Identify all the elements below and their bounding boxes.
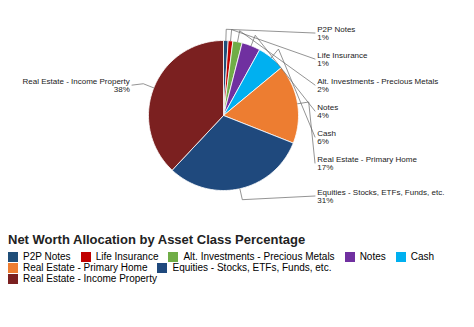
svg-text:Equities - Stocks, ETFs, Funds: Equities - Stocks, ETFs, Funds, etc.31% bbox=[317, 188, 444, 205]
html-text:Net Worth Allocation by Asset: Net Worth Allocation by Asset Class Perc… bbox=[8, 232, 306, 247]
html-text:P2P Notes: P2P Notes bbox=[23, 251, 71, 262]
svg-text:Real Estate - Income Property3: Real Estate - Income Property38% bbox=[23, 77, 130, 94]
svg-text:Real Estate - Primary Home17%: Real Estate - Primary Home17% bbox=[317, 155, 417, 172]
svg-text:Alt. Investments - Precious Me: Alt. Investments - Precious Metals2% bbox=[317, 77, 438, 94]
html-text:Equities - Stocks, ETFs, Funds: Equities - Stocks, ETFs, Funds, etc. bbox=[172, 262, 332, 273]
html-text:Life Insurance: Life Insurance bbox=[95, 251, 159, 262]
svg-text:Cash6%: Cash6% bbox=[317, 129, 336, 146]
html-text:Notes: Notes bbox=[359, 251, 386, 262]
svg-text:Life Insurance1%: Life Insurance1% bbox=[317, 51, 368, 68]
html-text:Real Estate - Primary Home: Real Estate - Primary Home bbox=[23, 262, 148, 273]
html-text:Real Estate - Income Property: Real Estate - Income Property bbox=[23, 273, 157, 284]
html-text:Alt. Investments - Precious Me: Alt. Investments - Precious Metals bbox=[183, 251, 335, 262]
svg-text:Notes4%: Notes4% bbox=[317, 103, 338, 120]
svg-text:P2P Notes1%: P2P Notes1% bbox=[317, 25, 355, 42]
html-text:Cash: Cash bbox=[410, 251, 435, 262]
